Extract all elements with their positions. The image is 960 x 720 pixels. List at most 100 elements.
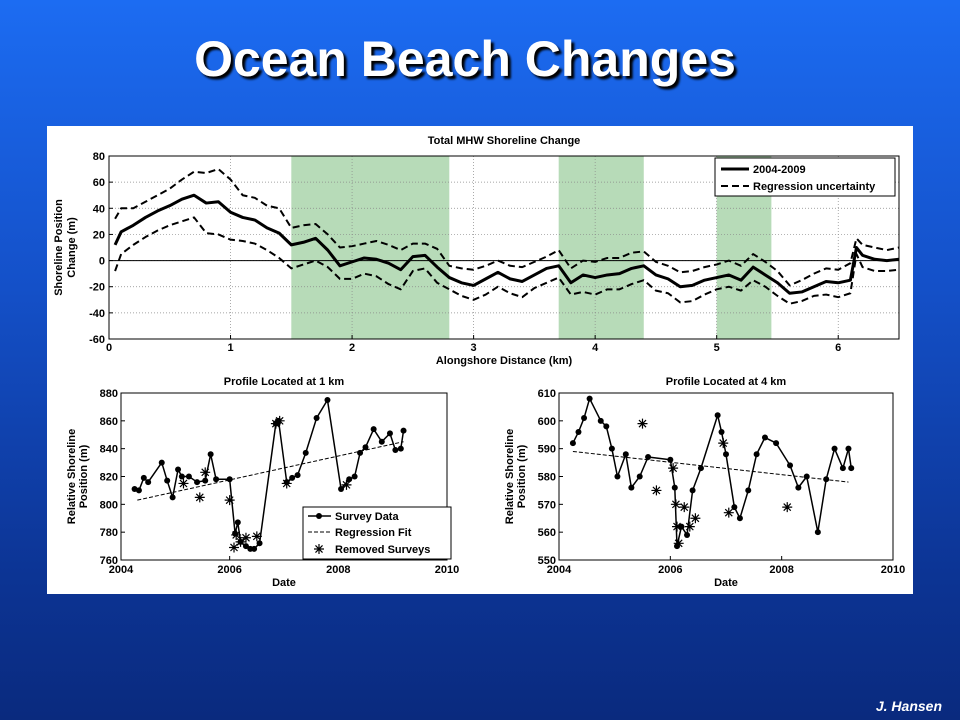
survey-data-point bbox=[795, 484, 802, 491]
survey-data-point bbox=[397, 445, 404, 452]
removed-survey-marker bbox=[782, 502, 793, 513]
top-chart: 0 1 2 3 4 5 6 -60 -40 -20 0 20 40 60 80 Total MHW Shore… bbox=[53, 135, 900, 367]
survey-data-point bbox=[386, 430, 393, 437]
removed-survey-marker bbox=[690, 513, 701, 524]
y-tick-label: 20 bbox=[93, 229, 105, 241]
x-tick-label: 2006 bbox=[217, 564, 241, 576]
removed-survey-marker bbox=[651, 485, 662, 496]
survey-data-point bbox=[302, 449, 309, 456]
survey-data-point bbox=[736, 515, 743, 522]
x-tick-label: 2006 bbox=[658, 564, 682, 576]
x-tick-label: 5 bbox=[714, 342, 720, 354]
x-tick-label: 3 bbox=[471, 342, 477, 354]
survey-data-point bbox=[831, 445, 838, 452]
survey-data-point bbox=[213, 476, 220, 483]
survey-data-point bbox=[185, 473, 192, 480]
survey-data-point bbox=[697, 465, 704, 472]
y-tick-label: 590 bbox=[538, 444, 556, 456]
y-axis-label: Change (m) bbox=[66, 217, 78, 278]
removed-survey-marker bbox=[274, 415, 285, 426]
survey-data-point bbox=[597, 417, 604, 424]
y-tick-label: -60 bbox=[89, 334, 105, 346]
removed-survey-marker bbox=[240, 532, 251, 543]
y-tick-label: 760 bbox=[100, 555, 118, 567]
legend-label: Regression Fit bbox=[335, 527, 412, 539]
figure-svg: 0 1 2 3 4 5 6 -60 -40 -20 0 20 40 60 80 Total MHW Shore… bbox=[53, 135, 905, 589]
removed-survey-marker bbox=[341, 479, 352, 490]
removed-survey-marker bbox=[224, 495, 235, 506]
survey-data-line bbox=[572, 397, 852, 547]
y-tick-label: 60 bbox=[93, 177, 105, 189]
y-axis-label: Relative Shoreline bbox=[504, 429, 516, 524]
survey-data-point bbox=[667, 456, 674, 463]
survey-data-point bbox=[731, 504, 738, 511]
highlight-band bbox=[291, 156, 450, 339]
plot-frame bbox=[108, 155, 900, 340]
y-tick-label: 600 bbox=[538, 416, 556, 428]
survey-data-point bbox=[581, 415, 588, 422]
survey-data-point bbox=[848, 465, 855, 472]
removed-survey-marker bbox=[679, 502, 690, 513]
survey-data-point bbox=[324, 396, 331, 403]
regression-line bbox=[572, 450, 849, 483]
survey-data-point bbox=[357, 449, 364, 456]
survey-data-point bbox=[718, 428, 725, 435]
x-tick-label: 2004 bbox=[547, 564, 572, 576]
y-tick-label: -40 bbox=[89, 308, 105, 320]
legend-label: Survey Data bbox=[335, 511, 399, 523]
survey-data-point bbox=[175, 466, 182, 473]
survey-data-point bbox=[234, 519, 241, 526]
survey-data-point bbox=[346, 476, 353, 483]
x-axis-label: Date bbox=[272, 577, 296, 589]
series-line-uncertainty bbox=[114, 168, 900, 287]
y-axis-label: Relative Shoreline bbox=[66, 429, 78, 524]
removed-survey-marker bbox=[231, 529, 242, 540]
survey-data-point bbox=[226, 476, 233, 483]
x-tick-label: 2004 bbox=[109, 564, 134, 576]
x-axis-label: Alongshore Distance (km) bbox=[436, 355, 573, 367]
survey-data-point bbox=[135, 487, 142, 494]
y-tick-label: 610 bbox=[538, 388, 556, 400]
y-tick-label: 550 bbox=[538, 555, 556, 567]
removed-survey-marker bbox=[270, 418, 281, 429]
survey-data-point bbox=[761, 434, 768, 441]
survey-data-point bbox=[242, 543, 249, 550]
survey-data-point bbox=[814, 529, 821, 536]
y-tick-label: 580 bbox=[538, 472, 556, 484]
plot-frame bbox=[558, 392, 894, 561]
regression-line bbox=[137, 441, 404, 501]
y-tick-label: 880 bbox=[100, 388, 118, 400]
survey-data-point bbox=[338, 486, 345, 493]
survey-data-point bbox=[787, 462, 794, 469]
survey-data-point bbox=[773, 440, 780, 447]
survey-data-point bbox=[140, 474, 147, 481]
survey-data-point bbox=[753, 451, 760, 458]
survey-data-point bbox=[684, 531, 691, 538]
survey-data-point bbox=[575, 428, 582, 435]
highlight-band bbox=[558, 156, 644, 339]
survey-data-point bbox=[569, 440, 576, 447]
survey-data-point bbox=[608, 445, 615, 452]
removed-survey-marker bbox=[673, 538, 684, 549]
legend-box bbox=[714, 157, 896, 197]
survey-data-point bbox=[803, 473, 810, 480]
chart-title: Total MHW Shoreline Change bbox=[428, 135, 581, 147]
y-tick-label: 570 bbox=[538, 499, 556, 511]
y-tick-label: -20 bbox=[89, 282, 105, 294]
y-tick-label: 0 bbox=[99, 256, 105, 268]
removed-survey-marker bbox=[637, 418, 648, 429]
survey-data-point bbox=[614, 473, 621, 480]
profile-chart: 2004 2006 2008 2010 760 780 800 820 840 860 880 Pro… bbox=[66, 376, 459, 589]
survey-data-point bbox=[378, 438, 385, 445]
legend-swatch bbox=[316, 513, 322, 519]
legend-label: 2004-2009 bbox=[753, 164, 806, 176]
chart-title: Profile Located at 1 km bbox=[224, 376, 345, 388]
x-tick-label: 2008 bbox=[769, 564, 793, 576]
removed-survey-marker bbox=[672, 521, 683, 532]
y-axis-label: Shoreline Position bbox=[53, 199, 65, 296]
x-tick-label: 0 bbox=[106, 342, 112, 354]
survey-data-point bbox=[622, 451, 629, 458]
survey-data-point bbox=[202, 477, 209, 484]
x-tick-label: 6 bbox=[835, 342, 841, 354]
survey-data-point bbox=[194, 479, 201, 486]
